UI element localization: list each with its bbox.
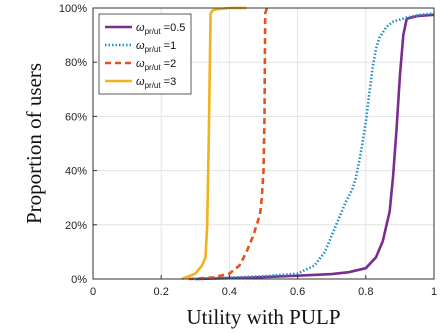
y-tick-label: 100% xyxy=(59,3,87,15)
series-line-1 xyxy=(195,13,435,281)
x-tick-label: 0.8 xyxy=(358,286,373,298)
plot-frame xyxy=(92,7,435,280)
legend-label: ωpr/ut =3 xyxy=(136,76,176,90)
x-tick-label: 0.4 xyxy=(222,286,237,298)
x-axis-label: Utility with PULP xyxy=(186,305,340,329)
tick-labels: 0 0.2 0.4 0.6 0.8 1 0% 20% 40% 60% 80% 100% xyxy=(59,3,437,298)
y-tick-label: 0% xyxy=(71,274,87,286)
y-tick-label: 40% xyxy=(65,166,87,178)
series-lines xyxy=(181,6,435,281)
x-tick-label: 1 xyxy=(431,286,437,298)
series-line-2 xyxy=(195,12,435,281)
legend: ωpr/ut =0.5 ωpr/ut =1 ωpr/ut =2 ωpr/ut =3 xyxy=(98,13,192,95)
series-line-3 xyxy=(188,7,269,281)
legend-label: ωpr/ut =1 xyxy=(136,40,176,54)
series-line-4 xyxy=(181,6,247,281)
x-tick-label: 0 xyxy=(90,286,96,298)
y-tick-label: 80% xyxy=(65,57,87,69)
y-axis-label: Proportion of users xyxy=(22,63,46,224)
x-tick-label: 0.6 xyxy=(290,286,305,298)
x-tick-label: 0.2 xyxy=(154,286,169,298)
axes xyxy=(92,7,435,280)
legend-label: ωpr/ut =2 xyxy=(136,58,176,72)
y-tick-label: 60% xyxy=(65,111,87,123)
legend-label: ωpr/ut =0.5 xyxy=(136,22,185,36)
y-tick-label: 20% xyxy=(65,220,87,232)
